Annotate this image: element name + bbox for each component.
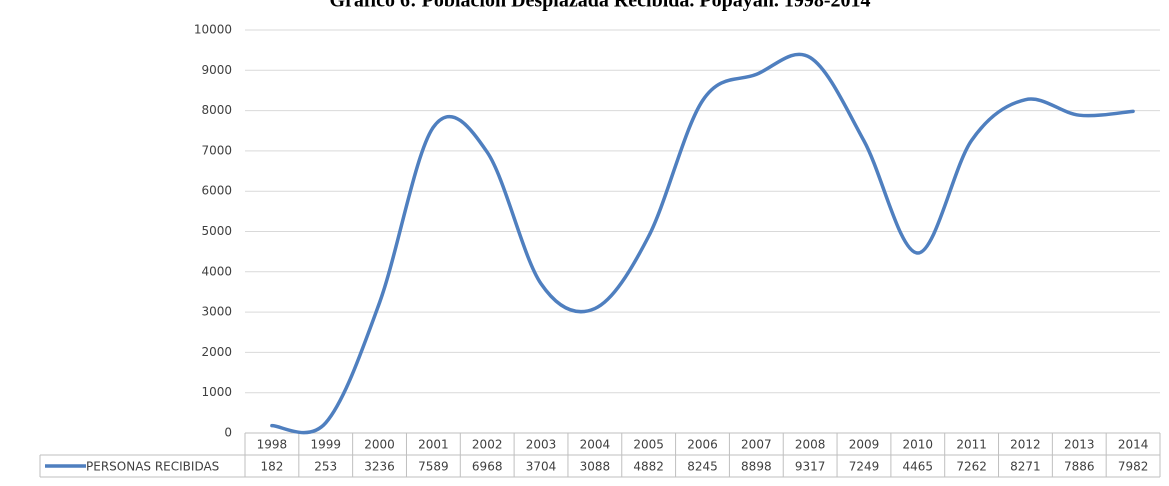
legend-label: PERSONAS RECIBIDAS: [86, 460, 219, 474]
table-value: 4465: [903, 460, 934, 474]
y-tick-label: 4000: [201, 264, 232, 278]
y-tick-label: 10000: [194, 23, 232, 37]
table-value: 3236: [364, 460, 395, 474]
data-line: [270, 52, 1135, 435]
x-tick-label: 1999: [310, 438, 341, 452]
x-tick-label: 2002: [472, 438, 503, 452]
table-value: 6968: [472, 460, 503, 474]
table-value: 7886: [1064, 460, 1095, 474]
table-value: 253: [314, 460, 337, 474]
x-tick-label: 2010: [903, 438, 934, 452]
x-tick-label: 2013: [1064, 438, 1095, 452]
table-value: 7249: [849, 460, 880, 474]
y-tick-label: 3000: [201, 305, 232, 319]
x-tick-label: 2009: [849, 438, 880, 452]
x-tick-label: 2000: [364, 438, 395, 452]
table-value: 9317: [795, 460, 826, 474]
table-value: 3088: [580, 460, 611, 474]
x-tick-label: 1998: [257, 438, 288, 452]
table-value: 8271: [1010, 460, 1041, 474]
x-tick-label: 2005: [633, 438, 664, 452]
y-tick-label: 9000: [201, 63, 232, 77]
y-tick-label: 2000: [201, 345, 232, 359]
x-tick-label: 2014: [1118, 438, 1149, 452]
x-tick-label: 2001: [418, 438, 449, 452]
table-value: 7982: [1118, 460, 1149, 474]
table-value: 182: [260, 460, 283, 474]
table-value: 4882: [633, 460, 664, 474]
x-tick-label: 2011: [956, 438, 987, 452]
x-tick-label: 2003: [526, 438, 557, 452]
y-tick-label: 1000: [201, 385, 232, 399]
x-tick-label: 2008: [795, 438, 826, 452]
x-tick-label: 2007: [741, 438, 772, 452]
table-value: 3704: [526, 460, 557, 474]
x-tick-label: 2012: [1010, 438, 1041, 452]
x-tick-label: 2006: [687, 438, 718, 452]
y-tick-label: 7000: [201, 143, 232, 157]
table-value: 7262: [956, 460, 987, 474]
y-tick-label: 0: [224, 426, 232, 440]
table-value: 7589: [418, 460, 449, 474]
chart-title: Gráfico 6: Población Desplazada Recibida…: [329, 0, 870, 12]
table-value: 8898: [741, 460, 772, 474]
x-tick-label: 2004: [580, 438, 611, 452]
y-tick-label: 5000: [201, 224, 232, 238]
y-tick-label: 6000: [201, 184, 232, 198]
y-tick-label: 8000: [201, 103, 232, 117]
table-value: 8245: [687, 460, 718, 474]
